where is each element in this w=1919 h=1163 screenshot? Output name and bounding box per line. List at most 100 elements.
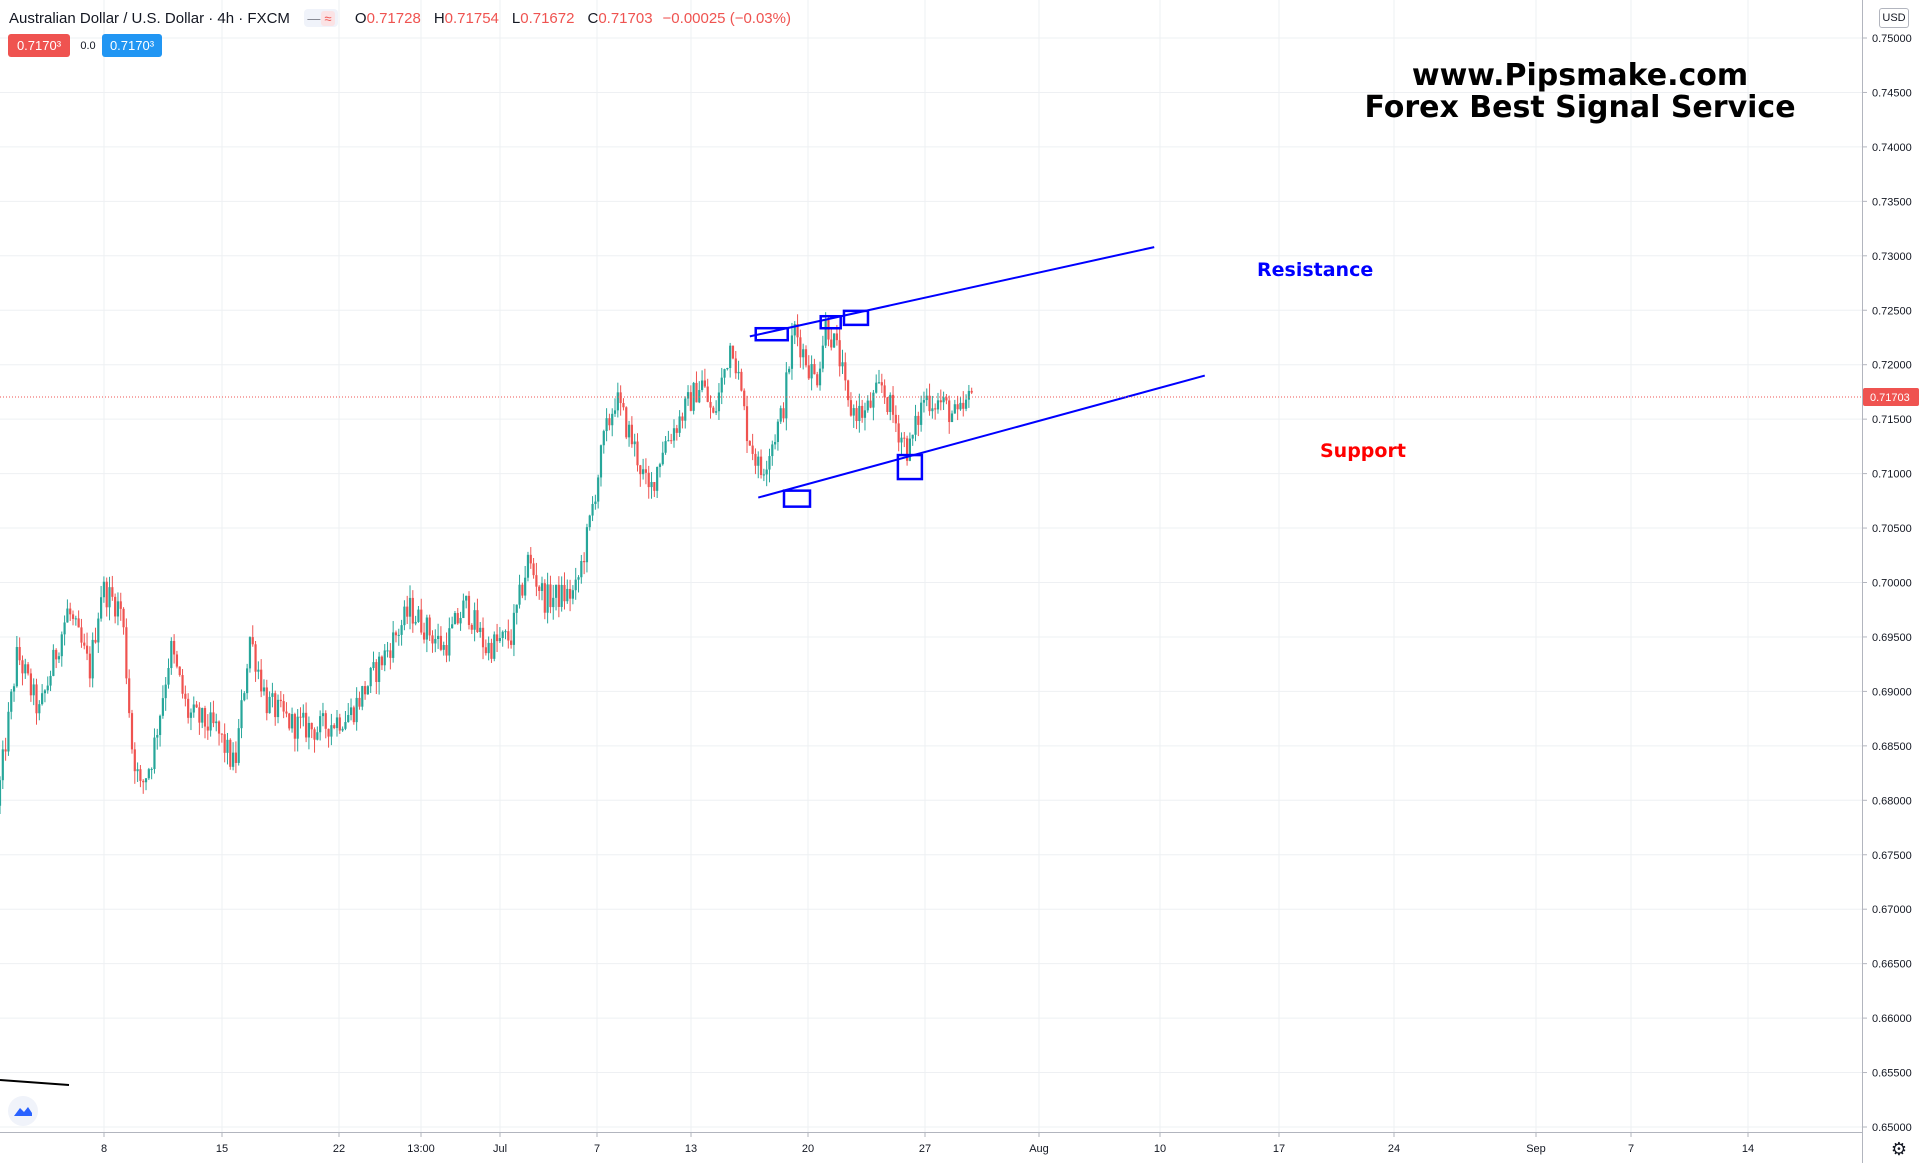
candle	[672, 419, 676, 448]
candle-body	[715, 411, 718, 413]
candle-body	[406, 606, 409, 617]
touch-point-box[interactable]	[842, 309, 870, 327]
candle-body	[498, 638, 501, 642]
candle	[706, 378, 709, 403]
touch-point-box[interactable]	[896, 453, 924, 481]
candle	[847, 379, 850, 407]
minus-icon[interactable]: —	[307, 10, 321, 26]
candle-body	[212, 712, 215, 724]
candle	[445, 632, 448, 663]
price-axis[interactable]: 0.75000 0.74500 0.74000 0.73500 0.73000 0.725…	[1862, 0, 1919, 1163]
candle	[128, 669, 131, 718]
candle	[243, 691, 246, 702]
candle	[740, 368, 743, 392]
candle	[330, 713, 333, 746]
candle-body	[538, 586, 541, 591]
candle	[100, 585, 103, 622]
candle-body	[869, 400, 872, 408]
candle-body	[262, 687, 266, 692]
open-label: O	[354, 9, 367, 27]
candle	[363, 681, 367, 700]
candle	[181, 669, 184, 699]
candle	[684, 396, 687, 429]
touch-point-box[interactable]	[782, 489, 812, 508]
candle-body	[293, 714, 296, 739]
tradingview-logo-icon[interactable]	[8, 1096, 38, 1126]
candle	[102, 576, 106, 603]
candle-body	[847, 380, 850, 401]
candle-body	[863, 410, 867, 418]
trendlines[interactable]: Resistance Support	[0, 246, 1406, 1086]
candle-body	[757, 456, 760, 466]
candle-body	[299, 716, 302, 718]
resistance-trendline[interactable]	[749, 246, 1155, 338]
candle-body	[116, 601, 120, 617]
watermark-tagline: Forex Best Signal Service	[1364, 90, 1796, 125]
candle-body	[816, 374, 819, 386]
candle	[448, 617, 451, 662]
candle	[869, 392, 872, 409]
candle	[403, 600, 406, 631]
candle	[352, 705, 355, 725]
candle	[355, 687, 358, 731]
candle	[122, 607, 125, 635]
candle	[712, 405, 715, 414]
drawing-line[interactable]	[0, 1079, 70, 1086]
candle-body	[493, 634, 496, 659]
candle-body	[437, 635, 440, 639]
indicator-toggle[interactable]: — ≈	[303, 9, 338, 27]
currency-label[interactable]: USD	[1879, 8, 1909, 28]
candle	[184, 685, 187, 707]
candle	[150, 767, 153, 780]
candle	[535, 562, 538, 597]
candle	[139, 765, 142, 788]
candle-body	[740, 371, 743, 391]
candle-body	[479, 627, 482, 632]
candle-body	[46, 685, 49, 691]
candle	[745, 395, 749, 454]
support-trendline[interactable]	[757, 374, 1206, 499]
candle-body	[633, 441, 636, 445]
candle	[305, 702, 308, 743]
candle-body	[799, 337, 802, 358]
candle	[664, 436, 667, 455]
candle	[821, 335, 824, 373]
y-tick-label: 0.74000	[1872, 142, 1912, 154]
candle	[504, 629, 507, 640]
candle	[880, 373, 883, 394]
candle-body	[706, 386, 709, 402]
candle-body	[855, 408, 858, 422]
touch-point-box[interactable]	[754, 326, 789, 342]
candle-body	[192, 704, 195, 713]
candle	[63, 615, 66, 646]
symbol-title[interactable]: Australian Dollar / U.S. Dollar · 4h · F…	[9, 9, 290, 27]
candle	[229, 738, 232, 770]
candle-body	[754, 453, 757, 466]
candle	[35, 678, 38, 725]
candle-body	[936, 400, 940, 410]
x-tick-label: 15	[216, 1143, 228, 1155]
candle	[962, 391, 965, 417]
candle-body	[156, 735, 159, 738]
candle	[378, 651, 381, 695]
candle-body	[540, 583, 544, 591]
buy-price-button[interactable]: 0.7170³	[102, 34, 162, 57]
time-axis[interactable]: 8 15 22 13:00 Jul 7 13 20 27 Aug 10 17 24 Sep 7 14	[0, 1132, 1862, 1155]
candle	[765, 460, 768, 487]
gear-icon[interactable]: ⚙	[1890, 1139, 1907, 1159]
candle	[754, 448, 757, 475]
high-label: H	[433, 9, 445, 27]
candle	[678, 410, 681, 437]
candle-body	[265, 687, 268, 714]
touch-point-box[interactable]	[819, 314, 842, 330]
candle-body	[642, 469, 645, 475]
candle-body	[150, 769, 153, 771]
sell-price-button[interactable]: 0.7170³	[8, 34, 70, 57]
candle-body	[762, 474, 765, 476]
candle	[557, 576, 560, 618]
wave-icon[interactable]: ≈	[320, 10, 335, 26]
candle-body	[453, 613, 457, 625]
candle-body	[768, 456, 771, 470]
candle	[698, 381, 701, 404]
